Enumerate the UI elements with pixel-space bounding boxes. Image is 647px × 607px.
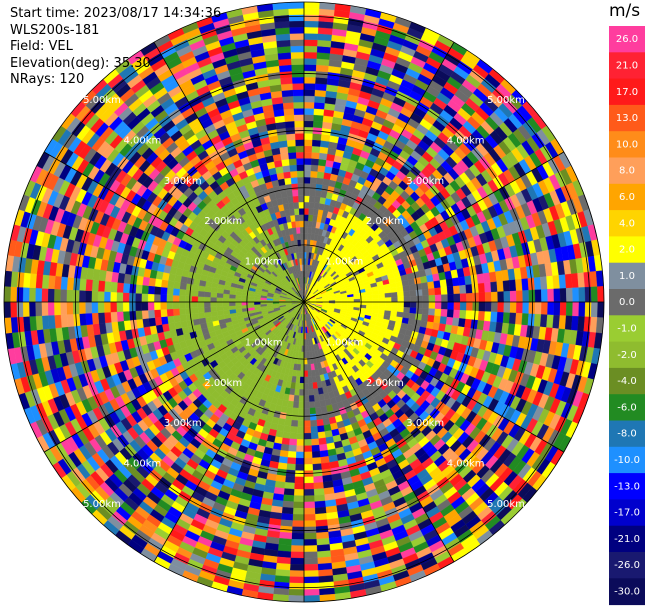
velocity-gates	[3, 1, 605, 603]
